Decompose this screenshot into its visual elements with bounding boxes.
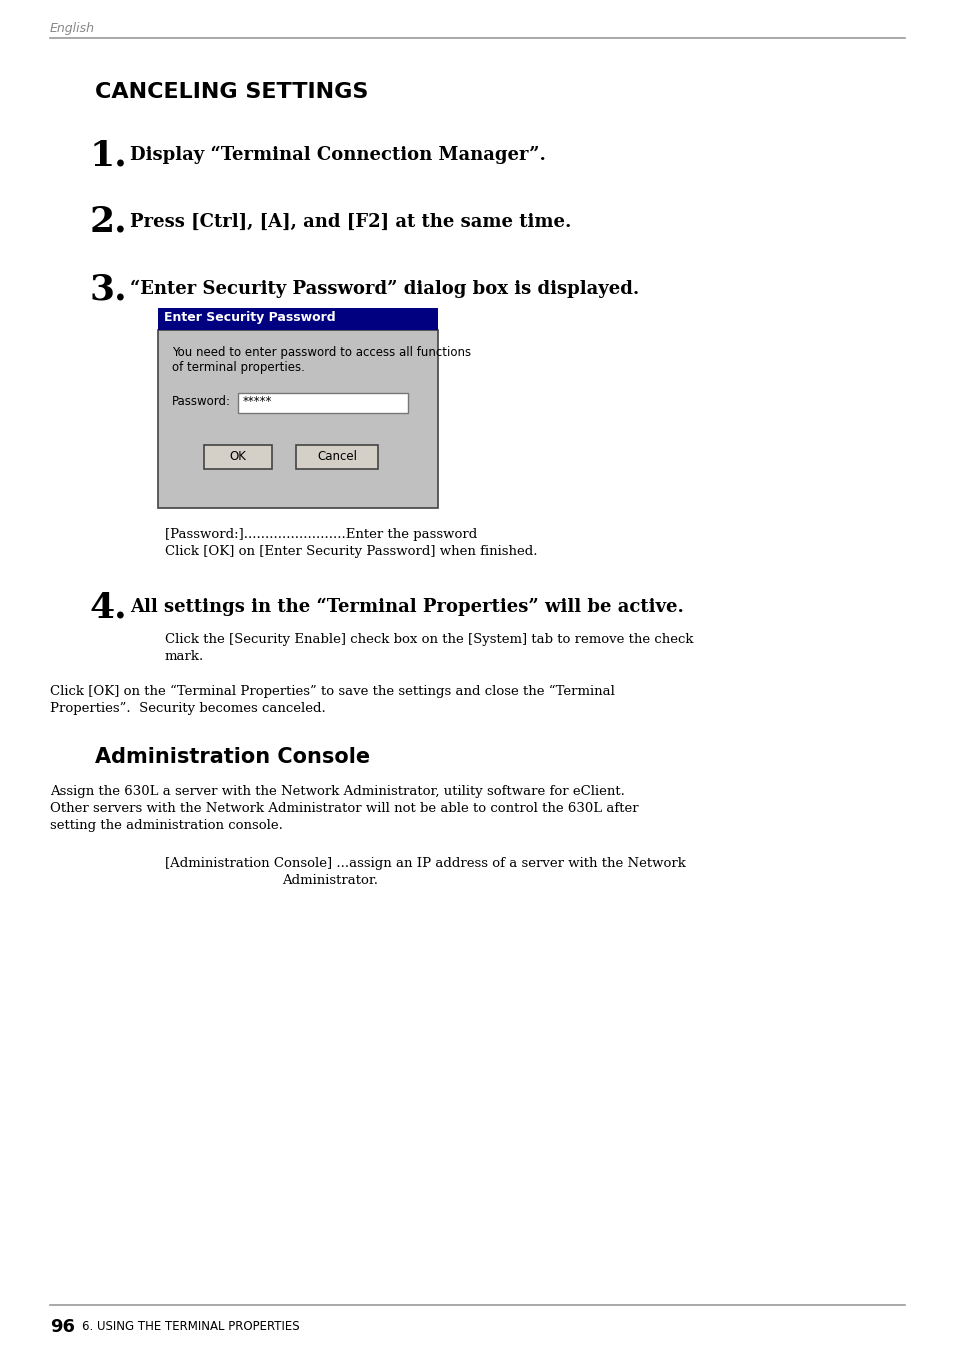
Bar	[158, 307, 437, 330]
Text: Cancel: Cancel	[316, 450, 356, 462]
Text: [Administration Console] ...assign an IP address of a server with the Network: [Administration Console] ...assign an IP…	[165, 857, 685, 869]
Text: of terminal properties.: of terminal properties.	[172, 361, 305, 373]
Text: CANCELING SETTINGS: CANCELING SETTINGS	[95, 82, 368, 102]
Text: Press [Ctrl], [A], and [F2] at the same time.: Press [Ctrl], [A], and [F2] at the same …	[130, 213, 571, 231]
Text: Click [OK] on [Enter Security Password] when finished.: Click [OK] on [Enter Security Password] …	[165, 545, 537, 558]
Bar	[295, 445, 377, 469]
Text: mark.: mark.	[165, 650, 204, 663]
Text: Click [OK] on the “Terminal Properties” to save the settings and close the “Term: Click [OK] on the “Terminal Properties” …	[50, 685, 615, 698]
Text: 96: 96	[50, 1318, 75, 1336]
Bar	[204, 445, 272, 469]
Text: 4.: 4.	[90, 590, 128, 624]
Text: Display “Terminal Connection Manager”.: Display “Terminal Connection Manager”.	[130, 146, 545, 164]
Text: Other servers with the Network Administrator will not be able to control the 630: Other servers with the Network Administr…	[50, 802, 638, 816]
Text: Assign the 630L a server with the Network Administrator, utility software for eC: Assign the 630L a server with the Networ…	[50, 785, 624, 798]
Bar	[237, 394, 408, 412]
Text: setting the administration console.: setting the administration console.	[50, 820, 283, 832]
Text: [Password:]........................Enter the password: [Password:]........................Enter…	[165, 528, 476, 541]
Text: Administration Console: Administration Console	[95, 747, 370, 767]
Text: Properties”.  Security becomes canceled.: Properties”. Security becomes canceled.	[50, 702, 325, 714]
Text: “Enter Security Password” dialog box is displayed.: “Enter Security Password” dialog box is …	[130, 280, 639, 298]
Text: 3.: 3.	[90, 272, 128, 306]
Text: 2.: 2.	[90, 205, 128, 239]
Text: Click the [Security Enable] check box on the [System] tab to remove the check: Click the [Security Enable] check box on…	[165, 634, 693, 646]
Text: *****: *****	[243, 395, 273, 408]
Text: Password:: Password:	[172, 395, 231, 408]
Text: OK: OK	[230, 450, 246, 462]
Bar	[158, 330, 437, 508]
Text: English: English	[50, 22, 95, 35]
Text: Enter Security Password: Enter Security Password	[164, 311, 335, 324]
Text: All settings in the “Terminal Properties” will be active.: All settings in the “Terminal Properties…	[130, 599, 683, 616]
Text: 6. USING THE TERMINAL PROPERTIES: 6. USING THE TERMINAL PROPERTIES	[82, 1320, 299, 1333]
Text: 1.: 1.	[90, 137, 128, 173]
Text: Administrator.: Administrator.	[282, 874, 377, 887]
Text: You need to enter password to access all functions: You need to enter password to access all…	[172, 346, 471, 359]
